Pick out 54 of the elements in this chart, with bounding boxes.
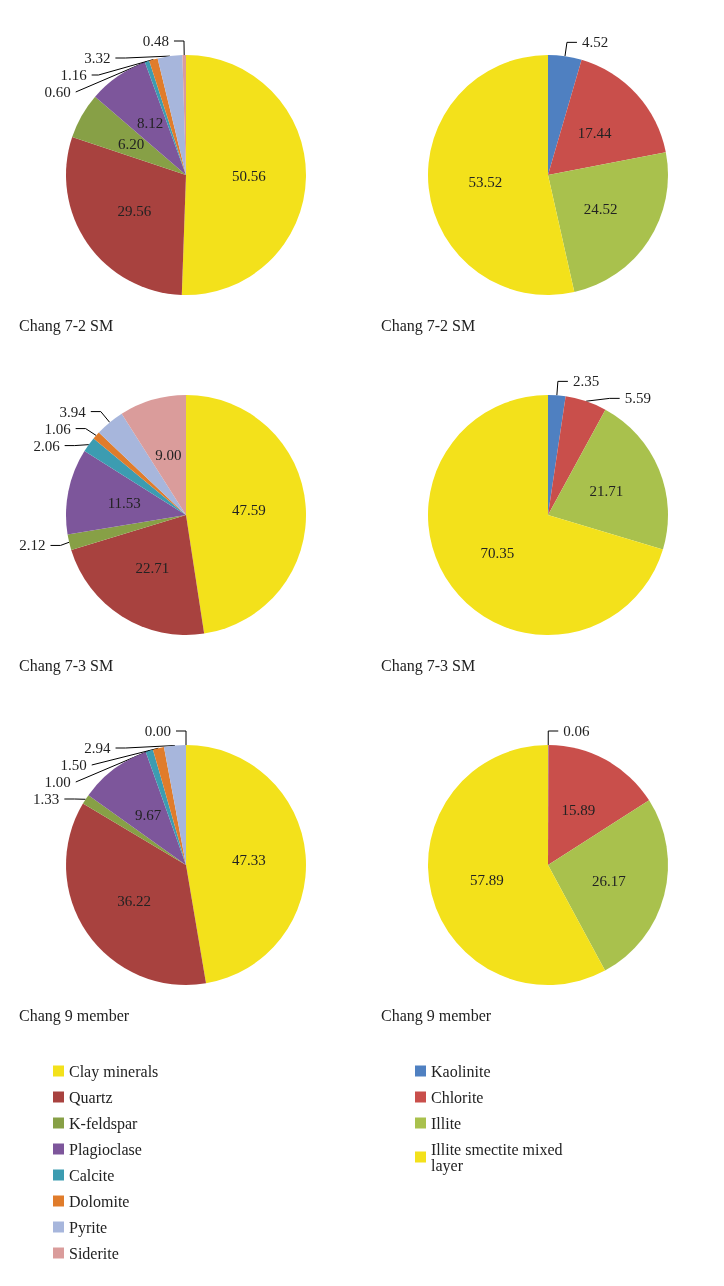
data-label: 2.94: [84, 740, 112, 756]
legend-label: Siderite: [69, 1244, 119, 1262]
data-label: 15.89: [561, 801, 596, 818]
data-label: 1.06: [44, 420, 72, 437]
data-label: 3.94: [59, 403, 87, 420]
data-label: 29.56: [117, 202, 152, 219]
legend-label: Illite smectite mixed layer: [431, 1140, 567, 1175]
text: Chang 7-2 SM: [19, 316, 114, 335]
legend-label: Clay minerals: [69, 1062, 159, 1081]
data-label: 70.35: [480, 544, 515, 561]
data-label: 4.52: [581, 34, 609, 51]
data-label: 0.06: [563, 723, 590, 739]
data-label: 36.22: [117, 892, 151, 909]
data-label: 1.33: [33, 791, 60, 807]
data-label: 9.67: [134, 806, 162, 823]
legend-label: Plagioclase: [69, 1140, 142, 1159]
data-label: 0.48: [142, 33, 169, 50]
data-label: 53.52: [468, 173, 503, 190]
text: Chang 7-3 SM: [19, 656, 114, 675]
data-label: 2.12: [19, 537, 46, 554]
data-label: 50.56: [232, 168, 267, 185]
data-label: 1.50: [60, 757, 87, 773]
data-label: 8.12: [137, 115, 164, 132]
legend-label: Chlorite: [431, 1088, 484, 1106]
text: Chang 9 member: [19, 1006, 130, 1025]
data-label: 5.59: [624, 390, 651, 407]
data-label: 57.89: [470, 872, 504, 889]
data-label: 17.44: [577, 124, 612, 141]
data-label: 47.59: [231, 502, 266, 519]
legend-label: Quartz: [69, 1088, 113, 1106]
data-label: 11.53: [107, 494, 141, 511]
data-label: 22.71: [135, 560, 170, 577]
data-label: 2.35: [572, 373, 600, 390]
legend-label: Pyrite: [69, 1218, 108, 1237]
text: Chang 7-3 SM: [381, 656, 476, 675]
text: Chang 9 member: [381, 1006, 492, 1025]
legend-label: Illite: [431, 1114, 462, 1132]
data-label: 26.17: [592, 872, 627, 889]
data-label: 3.32: [84, 50, 111, 67]
data-label: 9.00: [155, 446, 182, 463]
data-label: 1.16: [60, 67, 88, 84]
data-label: 1.00: [44, 774, 71, 790]
text: Chang 7-2 SM: [381, 316, 476, 335]
data-label: 21.71: [589, 483, 624, 500]
legend-label: Dolomite: [69, 1192, 130, 1210]
data-label: 47.33: [231, 851, 266, 868]
legend-label: Kaolinite: [431, 1062, 491, 1080]
text: 0.00: [144, 723, 171, 739]
data-label: 2.06: [33, 437, 61, 454]
data-label: 24.52: [583, 201, 618, 218]
data-label: 6.20: [118, 135, 145, 152]
legend-label: K-feldspar: [69, 1114, 139, 1133]
legend-label: Calcite: [69, 1166, 115, 1184]
data-label: 0.60: [44, 84, 71, 101]
